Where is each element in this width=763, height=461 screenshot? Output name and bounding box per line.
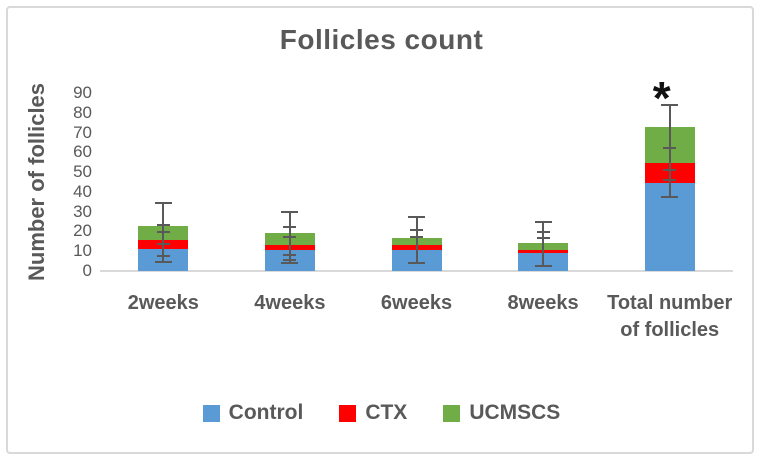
error-bar-cap [661,195,679,198]
error-bar-cap [534,265,552,268]
legend-swatch-icon [443,404,461,422]
y-tick-label: 20 [73,221,92,241]
error-bar-cap [283,226,297,229]
error-bar-cap [283,259,297,262]
legend-entry-control: Control [202,401,304,425]
error-bar-line [668,104,671,197]
y-tick-label: 0 [82,261,92,280]
category-label-4: 8weeks [507,292,579,314]
error-bar-cap [154,201,172,204]
error-bar-cap [408,215,425,218]
error-bar-cap [156,243,170,246]
y-tick-label: 10 [73,241,92,261]
y-tick-label: 70 [73,122,92,142]
x-axis-line [100,270,733,272]
error-bar-line [415,216,418,264]
error-bar-cap [281,210,299,213]
error-bar-cap [536,237,550,240]
legend-entry-ucmscs: UCMSCS [443,401,560,425]
y-tick-label: 80 [73,102,92,122]
error-bar-line [542,221,545,267]
y-tick-label: 30 [73,201,92,221]
category-label-1: 2weeks [127,292,199,314]
y-tick-label: 40 [73,181,92,201]
y-tick-label: 90 [73,82,92,102]
error-bar-cap [156,231,170,234]
error-bar-cap [534,220,552,223]
error-bar-cap [154,261,172,264]
legend: Control CTX UCMSCS [0,401,763,425]
error-bar-cap [663,147,677,150]
legend-label: UCMSCS [469,401,561,424]
legend-label: CTX [365,401,408,424]
legend-label: Control [228,401,304,424]
error-bar-cap [661,103,679,106]
error-bar-cap [410,236,423,239]
significance-asterisk: * [652,72,671,125]
error-bar-cap [536,231,550,234]
y-tick-label: 60 [73,142,92,162]
error-bar-cap [281,262,299,265]
figure-border [6,6,754,454]
y-tick-label: 50 [73,162,92,182]
error-bar-cap [663,169,677,172]
legend-swatch-icon [339,404,357,422]
error-bar-cap [283,236,297,239]
category-label-2: 4weeks [254,292,326,314]
error-bar-cap [156,255,170,258]
category-label-3: 6weeks [380,292,453,314]
error-bar-cap [663,179,677,181]
chart-title: Follicles count [279,24,484,55]
error-bar-cap [283,254,297,257]
error-bar-cap [408,262,425,265]
legend-entry-ctx: CTX [339,401,407,425]
error-bar-cap [156,223,170,226]
error-bar-cap [410,229,423,232]
category-label-5: Total number of follicles [607,292,733,341]
legend-swatch-icon [202,404,220,422]
